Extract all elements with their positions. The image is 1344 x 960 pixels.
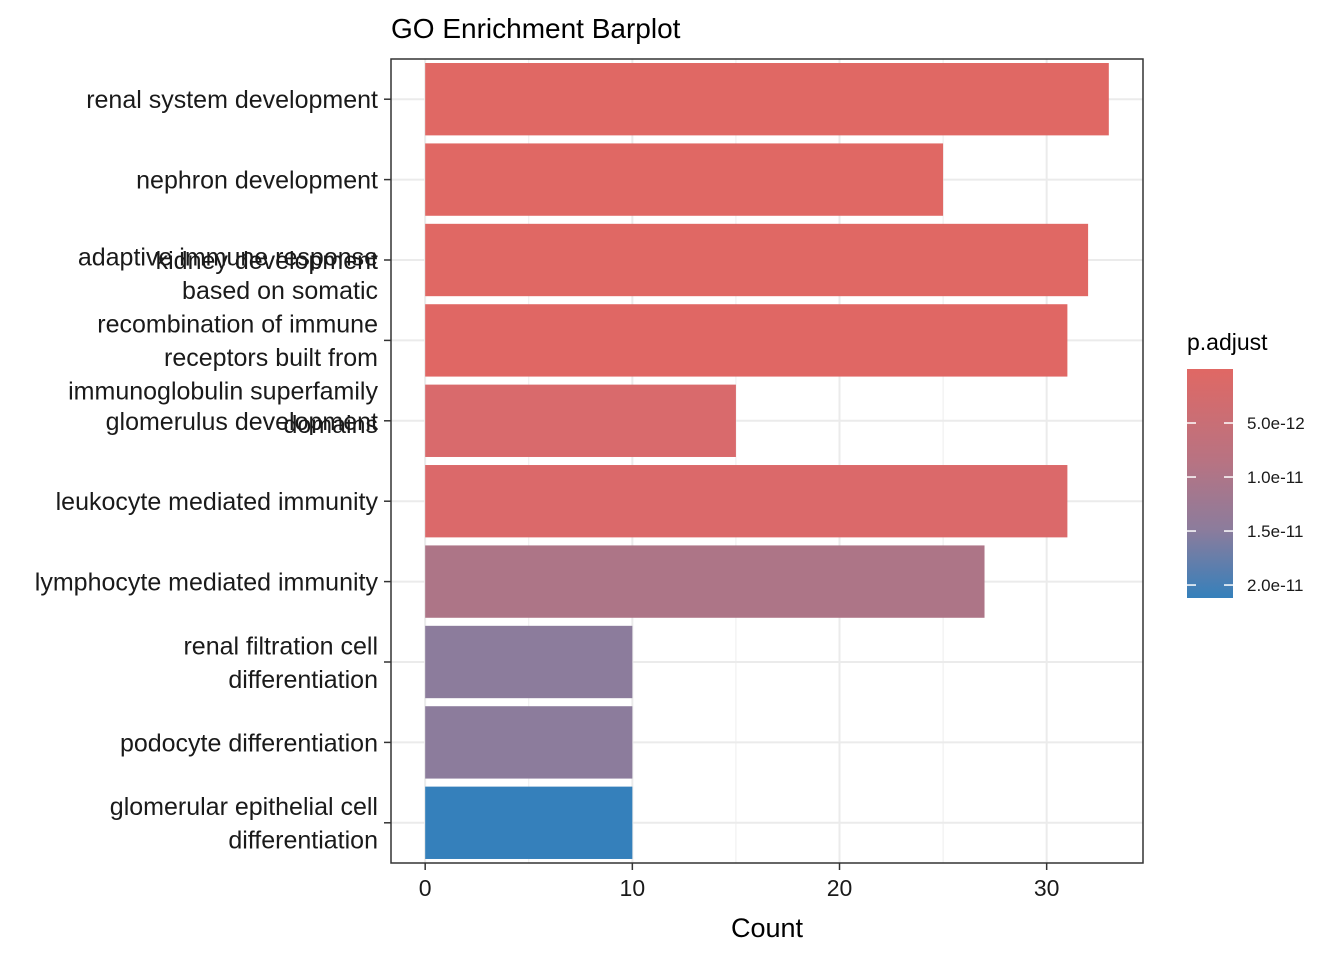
y-tick-label: glomerulus development <box>106 408 378 436</box>
legend-tick-label: 5.0e-12 <box>1247 414 1305 433</box>
x-axis-title: Count <box>731 913 804 943</box>
x-axis: 0 10 20 30 <box>419 863 1060 901</box>
legend-tick-label: 1.0e-11 <box>1247 468 1303 487</box>
y-tick-label: kidney development <box>156 247 378 275</box>
x-tick-label: 30 <box>1034 875 1060 901</box>
y-tick-label: podocyte differentiation <box>120 729 378 757</box>
y-tick-label: lymphocyte mediated immunity <box>35 569 379 597</box>
bars <box>425 63 1109 859</box>
legend-tick-label: 1.5e-11 <box>1247 522 1303 541</box>
y-tick-label: renal system development <box>86 86 378 114</box>
color-legend: p.adjust 5.0e-12 1.0e-11 1.5e-11 2.0e-11 <box>1187 329 1305 598</box>
bar <box>425 545 985 618</box>
bar <box>425 786 633 859</box>
y-tick-label: leukocyte mediated immunity <box>56 488 379 516</box>
plot-panel-border <box>390 58 1144 864</box>
legend-colorbar <box>1187 369 1233 598</box>
bar <box>425 625 633 699</box>
x-tick-label: 20 <box>827 875 853 901</box>
x-tick-label: 10 <box>620 875 646 901</box>
legend-tick-label: 2.0e-11 <box>1247 576 1303 595</box>
bar <box>425 465 1068 538</box>
bar <box>425 706 633 779</box>
y-tick-label: adaptive immune response based on somatic… <box>68 244 378 440</box>
chart-title: GO Enrichment Barplot <box>391 13 681 44</box>
bar <box>425 143 944 216</box>
y-axis: renal system development nephron developm… <box>35 86 391 855</box>
legend-title: p.adjust <box>1187 329 1268 355</box>
y-tick-label: nephron development <box>136 167 378 195</box>
bar <box>425 304 1068 377</box>
x-tick-label: 0 <box>419 875 432 901</box>
bar <box>425 63 1109 136</box>
y-tick-label: renal filtration cell differentiation <box>183 632 378 694</box>
bar <box>425 223 1089 297</box>
bar <box>425 384 736 457</box>
y-tick-label: glomerular epithelial cell differentiatio… <box>110 793 378 855</box>
